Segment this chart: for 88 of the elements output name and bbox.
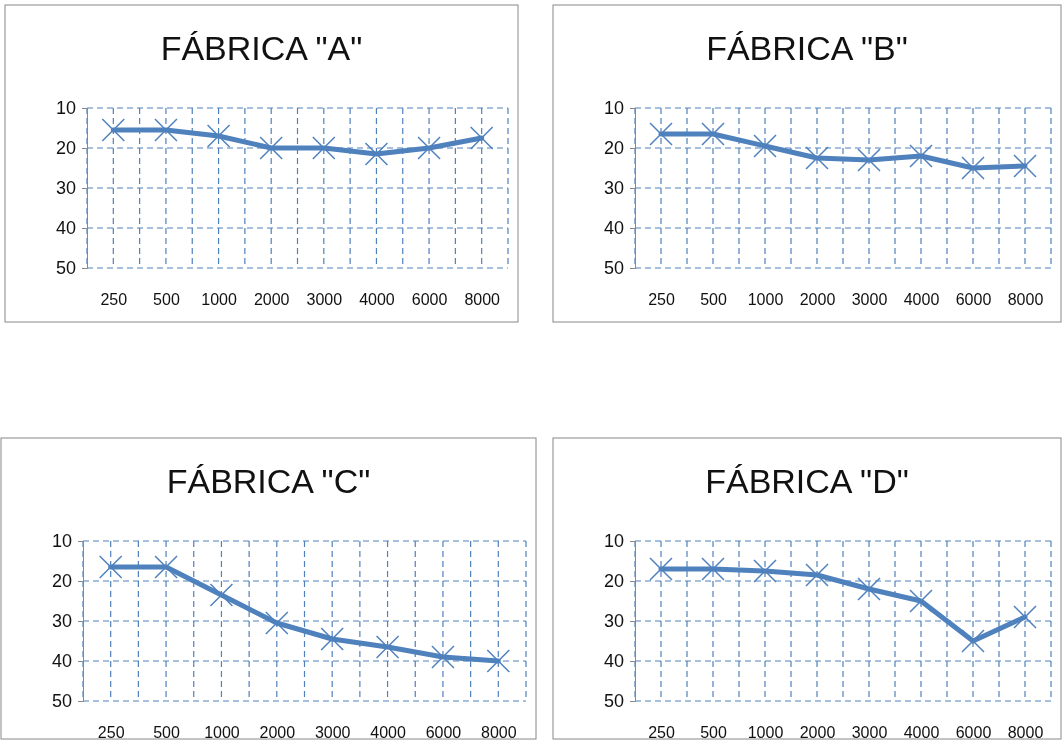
chart-title: FÁBRICA "D"	[705, 462, 909, 500]
x-tick-label: 2000	[799, 724, 836, 740]
x-tick-label: 500	[153, 291, 180, 309]
point	[101, 118, 126, 142]
point	[805, 563, 829, 587]
x-tick-label: 2000	[799, 291, 836, 309]
x-tick-label: 4000	[370, 724, 406, 740]
y-tick-label: 30	[55, 178, 76, 199]
point	[649, 122, 673, 146]
point	[312, 136, 336, 160]
x-tick-label: 3000	[851, 291, 888, 309]
y-tick-label: 10	[51, 531, 72, 552]
x-tick-label: 6000	[955, 724, 992, 740]
x-tick-label: 1000	[747, 291, 784, 309]
point	[431, 645, 455, 669]
x-tick-label: 8000	[464, 291, 501, 309]
x-tick-label: 3000	[314, 724, 351, 740]
point	[857, 148, 881, 172]
y-tick-label: 10	[603, 98, 624, 119]
y-tick-label: 50	[603, 691, 624, 712]
point	[417, 136, 441, 160]
point	[375, 635, 400, 659]
y-tick-label: 20	[603, 571, 624, 592]
y-tick-label: 40	[55, 218, 76, 239]
point	[154, 118, 178, 142]
point	[1013, 605, 1037, 629]
point	[805, 146, 829, 170]
x-tick-label: 500	[700, 724, 727, 740]
point	[857, 577, 881, 601]
point	[701, 557, 725, 581]
y-tick-label: 20	[55, 138, 76, 159]
x-tick-label: 4000	[903, 724, 940, 740]
y-tick-label: 30	[603, 611, 624, 632]
x-tick-label: 8000	[481, 724, 517, 740]
y-tick-label: 30	[603, 178, 624, 199]
x-tick-label: 2000	[259, 724, 296, 740]
x-tick-label: 6000	[425, 724, 462, 740]
point	[753, 559, 777, 583]
point	[98, 555, 123, 579]
point	[364, 142, 389, 166]
y-tick-label: 30	[51, 611, 72, 632]
x-tick-label: 1000	[747, 724, 784, 740]
y-tick-label: 40	[603, 218, 624, 239]
x-tick-label: 2000	[253, 291, 290, 309]
x-tick-label: 250	[648, 291, 675, 309]
point	[1013, 154, 1037, 178]
x-tick-label: 500	[153, 724, 181, 740]
point	[909, 589, 933, 613]
y-tick-label: 20	[603, 138, 624, 159]
point	[259, 136, 283, 160]
x-tick-label: 4000	[359, 291, 395, 309]
x-tick-label: 4000	[903, 291, 940, 309]
point	[209, 583, 234, 607]
x-tick-label: 250	[97, 724, 125, 740]
point	[961, 629, 985, 653]
x-tick-label: 6000	[955, 291, 992, 309]
point	[701, 122, 725, 146]
x-tick-label: 500	[700, 291, 727, 309]
x-tick-label: 250	[648, 724, 675, 740]
y-tick-label: 40	[603, 651, 624, 672]
x-tick-label: 3000	[306, 291, 343, 309]
point	[154, 555, 178, 579]
point	[909, 144, 933, 168]
x-tick-label: 250	[100, 291, 128, 309]
point	[206, 124, 231, 148]
point	[649, 557, 673, 581]
x-tick-label: 8000	[1007, 291, 1044, 309]
y-tick-label: 50	[603, 258, 624, 279]
x-tick-label: 6000	[411, 291, 448, 309]
y-tick-label: 20	[51, 571, 72, 592]
y-tick-label: 40	[51, 651, 72, 672]
point	[753, 134, 777, 158]
x-tick-label: 8000	[1007, 724, 1044, 740]
chart-title: FÁBRICA "B"	[706, 29, 908, 67]
point	[486, 649, 511, 673]
point	[961, 156, 985, 180]
y-tick-label: 10	[603, 531, 624, 552]
y-tick-label: 10	[55, 98, 76, 119]
x-tick-label: 1000	[201, 291, 237, 309]
point	[469, 126, 494, 150]
y-tick-label: 50	[51, 691, 72, 712]
point	[265, 611, 289, 635]
y-tick-label: 50	[55, 258, 76, 279]
point	[320, 627, 344, 651]
chart-title: FÁBRICA "C"	[166, 462, 371, 500]
chart-title: FÁBRICA "A"	[160, 29, 363, 67]
x-tick-label: 3000	[851, 724, 888, 740]
x-tick-label: 1000	[204, 724, 240, 740]
